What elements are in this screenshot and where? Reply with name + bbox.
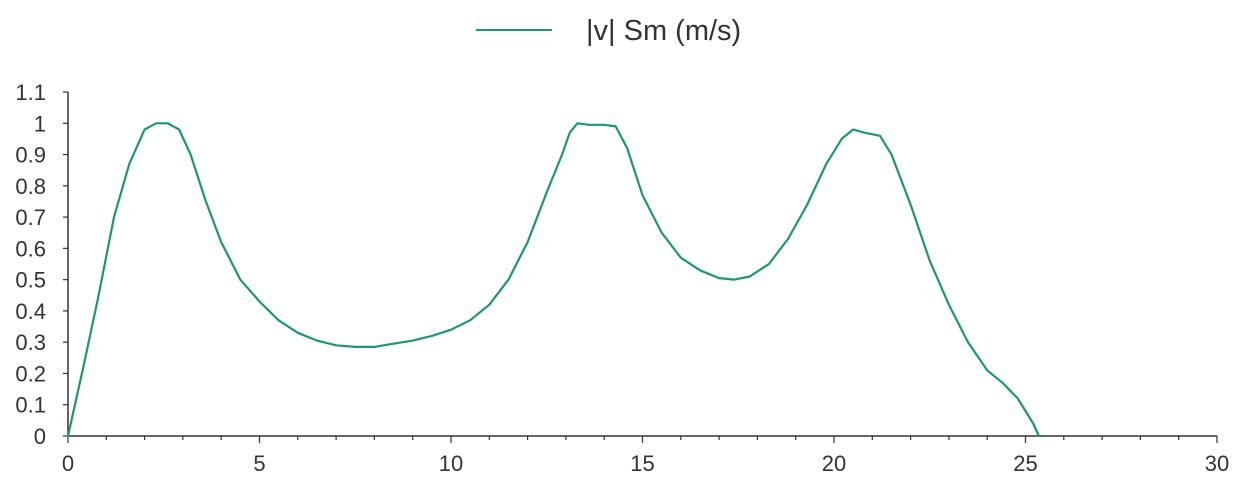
y-tick-label: 0.9 <box>15 143 46 168</box>
y-tick-label: 0 <box>34 424 46 449</box>
y-tick-label: 0.5 <box>15 268 46 293</box>
y-tick-label: 1 <box>34 111 46 136</box>
axes <box>67 92 1217 437</box>
y-tick-label: 1.1 <box>15 80 46 105</box>
y-tick-label: 0.7 <box>15 205 46 230</box>
x-tick-label: 10 <box>439 451 463 476</box>
y-tick-label: 0.3 <box>15 330 46 355</box>
x-tick-label: 0 <box>62 451 74 476</box>
x-tick-label: 30 <box>1205 451 1229 476</box>
x-tick-label: 25 <box>1013 451 1037 476</box>
y-tick-label: 0.1 <box>15 393 46 418</box>
series-layer <box>66 122 1041 438</box>
legend-label: |v| Sm (m/s) <box>586 15 741 47</box>
series-line-0 <box>66 122 1041 438</box>
y-tick-label: 0.8 <box>15 174 46 199</box>
y-tick-label: 0.2 <box>15 361 46 386</box>
x-tick-label: 5 <box>253 451 265 476</box>
x-tick-label: 20 <box>822 451 846 476</box>
y-axis-ticks: 0 0.1 0.2 0.3 0.4 0.5 0.6 0.7 0.8 0.9 1 1.1 <box>15 80 68 449</box>
y-tick-label: 0.4 <box>15 299 46 324</box>
y-tick-label: 0.6 <box>15 236 46 261</box>
legend: |v| Sm (m/s) <box>476 15 741 47</box>
x-axis-ticks: 0 5 10 15 20 25 30 <box>62 436 1229 476</box>
x-tick-label: 15 <box>630 451 654 476</box>
